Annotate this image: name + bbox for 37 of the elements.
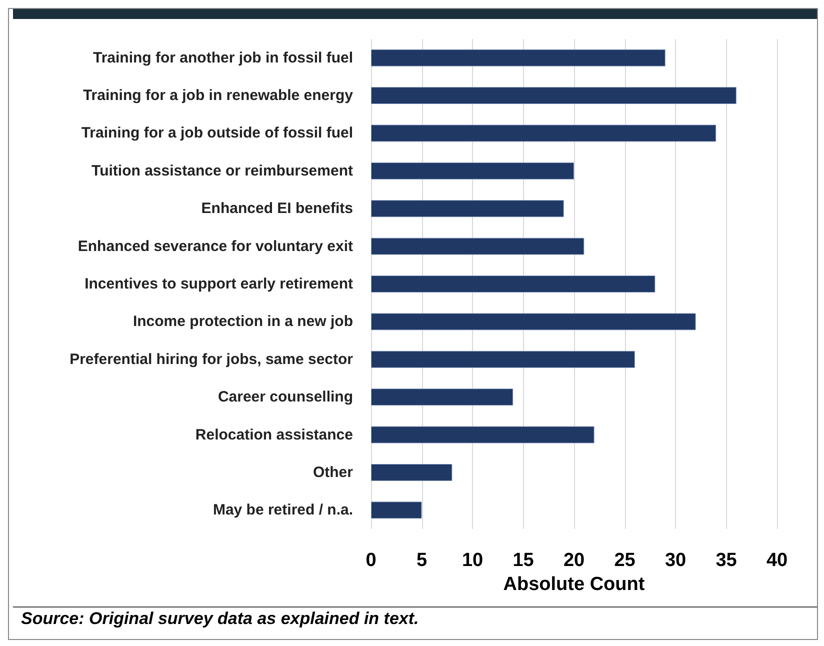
y-tick-label: Incentives to support early retirement	[84, 276, 353, 292]
bar	[371, 276, 656, 292]
x-tick-label: 0	[366, 550, 376, 571]
x-tick-label: 20	[563, 550, 585, 571]
bar	[371, 162, 574, 180]
y-tick-label: Training for another job in fossil fuel	[92, 49, 353, 66]
x-tick-label: 5	[416, 550, 428, 571]
y-tick-label: Training for a job outside of fossil fuel	[81, 124, 353, 142]
y-tick-label: Enhanced EI benefits	[201, 200, 353, 218]
y-tick-label: Career counselling	[218, 388, 353, 406]
x-tick-label: 25	[614, 550, 636, 571]
x-axis-title: Absolute Count	[503, 574, 646, 595]
x-tick-label: 30	[664, 550, 686, 571]
y-tick-label: Relocation assistance	[195, 426, 353, 444]
bar	[371, 388, 514, 406]
y-tick-label: Tuition assistance or reimbursement	[92, 162, 353, 180]
source-note: Source: Original survey data as explained in text.	[21, 609, 419, 628]
x-tick-label: 35	[716, 550, 738, 571]
y-tick-label: Income protection in a new job	[132, 313, 353, 330]
bar	[371, 350, 635, 368]
bar	[371, 313, 696, 330]
bar	[371, 426, 594, 444]
y-tick-label: May be retired / n.a.	[212, 502, 353, 519]
y-tick-label: Enhanced severance for voluntary exit	[78, 238, 353, 255]
bar	[371, 200, 564, 218]
bar	[371, 49, 666, 66]
y-tick-label: Preferential hiring for jobs, same sector	[70, 350, 354, 368]
y-tick-label: Other	[312, 464, 354, 481]
x-tick-label: 40	[766, 550, 788, 571]
bar	[371, 124, 716, 142]
bar	[371, 502, 422, 519]
x-tick-label: 10	[462, 550, 484, 571]
bar	[371, 238, 584, 255]
y-tick-label: Training for a job in renewable energy	[82, 87, 354, 104]
bar	[371, 87, 736, 104]
x-tick-label: 15	[512, 550, 534, 571]
bar	[371, 464, 452, 481]
